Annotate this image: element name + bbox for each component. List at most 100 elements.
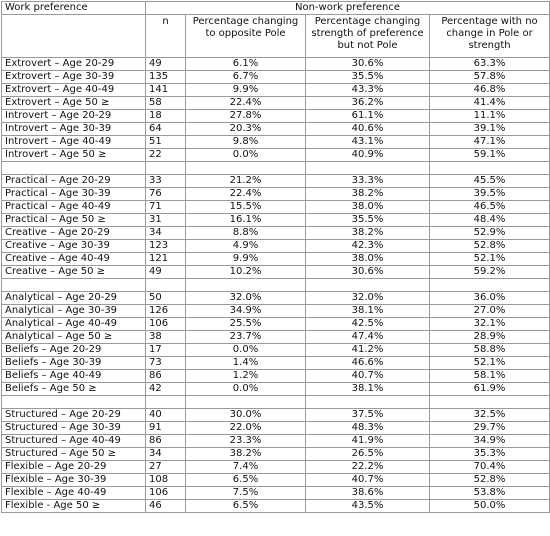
strength-change-cell: 26.5% xyxy=(305,447,430,461)
row-label: Structured – Age 30-39 xyxy=(1,421,146,435)
no-change-cell: 59.2% xyxy=(428,265,550,279)
table-row: Extrovert – Age 20-29 49 6.1% 30.6% 63.3% xyxy=(1,57,550,71)
opposite-pole-cell: 10.2% xyxy=(185,265,306,279)
opposite-pole-cell: 6.5% xyxy=(185,473,306,487)
n-cell: 38 xyxy=(145,330,186,344)
opposite-pole-cell: 0.0% xyxy=(185,382,306,396)
table-body: Extrovert – Age 20-29 49 6.1% 30.6% 63.3% Ext… xyxy=(1,57,550,513)
row-label: Analytical – Age 20-29 xyxy=(1,291,146,305)
table-row: Analytical – Age 30-39 126 34.9% 38.1% 27.0% xyxy=(1,304,550,318)
n-cell: 71 xyxy=(145,200,186,214)
row-label: Structured – Age 50 ≥ xyxy=(1,447,146,461)
opposite-pole-cell: 32.0% xyxy=(185,291,306,305)
no-change-header: Percentage with no change in Pole or str… xyxy=(428,14,550,58)
opposite-pole-cell: 21.2% xyxy=(185,174,306,188)
n-cell: 33 xyxy=(145,174,186,188)
row-label: Extrovert – Age 20-29 xyxy=(1,57,146,71)
spacer-cell xyxy=(305,395,430,409)
opposite-pole-cell: 22.4% xyxy=(185,187,306,201)
strength-change-cell: 48.3% xyxy=(305,421,430,435)
opposite-pole-cell: 7.4% xyxy=(185,460,306,474)
no-change-cell: 32.1% xyxy=(428,317,550,331)
table-row: Practical – Age 40-49 71 15.5% 38.0% 46.5% xyxy=(1,200,550,214)
strength-change-cell: 35.5% xyxy=(305,70,430,84)
row-label: Beliefs – Age 50 ≥ xyxy=(1,382,146,396)
opposite-pole-cell: 25.5% xyxy=(185,317,306,331)
spacer-cell xyxy=(1,395,146,409)
table-row: Creative – Age 30-39 123 4.9% 42.3% 52.8% xyxy=(1,239,550,253)
row-label: Introvert – Age 20-29 xyxy=(1,109,146,123)
row-label: Creative – Age 30-39 xyxy=(1,239,146,253)
strength-change-cell: 47.4% xyxy=(305,330,430,344)
group-spacer-row xyxy=(1,278,550,292)
opposite-pole-cell: 1.2% xyxy=(185,369,306,383)
row-label: Practical – Age 30-39 xyxy=(1,187,146,201)
strength-change-cell: 40.9% xyxy=(305,148,430,162)
table-row: Creative – Age 50 ≥49 10.2% 30.6% 59.2% xyxy=(1,265,550,279)
no-change-cell: 70.4% xyxy=(428,460,550,474)
spacer-cell xyxy=(185,278,306,292)
no-change-cell: 41.4% xyxy=(428,96,550,110)
opposite-pole-cell: 6.1% xyxy=(185,57,306,71)
opposite-pole-cell: 8.8% xyxy=(185,226,306,240)
row-label: Flexible – Age 40-49 xyxy=(1,486,146,500)
strength-change-cell: 46.6% xyxy=(305,356,430,370)
table-row: Practical – Age 50 ≥31 16.1% 35.5% 48.4% xyxy=(1,213,550,227)
strength-change-cell: 38.1% xyxy=(305,382,430,396)
table-row: Introvert – Age 30-39 64 20.3% 40.6% 39.1% xyxy=(1,122,550,136)
n-cell: 73 xyxy=(145,356,186,370)
spacer-cell xyxy=(428,161,550,175)
row-label: Creative – Age 40-49 xyxy=(1,252,146,266)
table-row: Structured – Age 20-29 40 30.0% 37.5% 32.5% xyxy=(1,408,550,422)
n-cell: 76 xyxy=(145,187,186,201)
row-label: Structured – Age 20-29 xyxy=(1,408,146,422)
strength-change-cell: 41.9% xyxy=(305,434,430,448)
table-row: Introvert – Age 50 ≥22 0.0% 40.9% 59.1% xyxy=(1,148,550,162)
n-cell: 58 xyxy=(145,96,186,110)
table-row: Introvert – Age 20-29 18 27.8% 61.1% 11.1% xyxy=(1,109,550,123)
row-label: Introvert – Age 40-49 xyxy=(1,135,146,149)
opposite-pole-cell: 0.0% xyxy=(185,148,306,162)
opposite-pole-header: Percentage changing to opposite Pole xyxy=(185,14,306,58)
n-cell: 121 xyxy=(145,252,186,266)
n-cell: 123 xyxy=(145,239,186,253)
n-cell: 141 xyxy=(145,83,186,97)
n-cell: 51 xyxy=(145,135,186,149)
strength-change-cell: 37.5% xyxy=(305,408,430,422)
row-label: Analytical – Age 50 ≥ xyxy=(1,330,146,344)
no-change-cell: 58.8% xyxy=(428,343,550,357)
group-spacer-row xyxy=(1,161,550,175)
no-change-cell: 11.1% xyxy=(428,109,550,123)
opposite-pole-cell: 9.9% xyxy=(185,252,306,266)
strength-change-cell: 43.3% xyxy=(305,83,430,97)
strength-change-cell: 61.1% xyxy=(305,109,430,123)
table-row: Creative – Age 20-29 34 8.8% 38.2% 52.9% xyxy=(1,226,550,240)
spacer-cell xyxy=(428,395,550,409)
no-change-cell: 34.9% xyxy=(428,434,550,448)
strength-change-cell: 38.6% xyxy=(305,486,430,500)
strength-change-cell: 40.7% xyxy=(305,369,430,383)
n-cell: 34 xyxy=(145,226,186,240)
opposite-pole-cell: 6.7% xyxy=(185,70,306,84)
strength-change-cell: 38.2% xyxy=(305,226,430,240)
no-change-cell: 46.5% xyxy=(428,200,550,214)
non-work-preference-header: Non-work preference xyxy=(144,1,550,15)
row-label: Beliefs – Age 30-39 xyxy=(1,356,146,370)
strength-change-cell: 42.3% xyxy=(305,239,430,253)
table-row: Practical – Age 20-29 33 21.2% 33.3% 45.5% xyxy=(1,174,550,188)
strength-change-cell: 40.6% xyxy=(305,122,430,136)
no-change-cell: 47.1% xyxy=(428,135,550,149)
table-row: Flexible – Age 20-29 27 7.4% 22.2% 70.4% xyxy=(1,460,550,474)
strength-change-cell: 30.6% xyxy=(305,57,430,71)
opposite-pole-cell: 38.2% xyxy=(185,447,306,461)
no-change-cell: 35.3% xyxy=(428,447,550,461)
row-label: Extrovert – Age 40-49 xyxy=(1,83,146,97)
no-change-cell: 52.8% xyxy=(428,473,550,487)
table-row: Flexible - Age 50 ≥46 6.5% 43.5% 50.0% xyxy=(1,499,550,513)
opposite-pole-cell: 34.9% xyxy=(185,304,306,318)
strength-change-cell: 43.1% xyxy=(305,135,430,149)
row-label: Beliefs – Age 40-49 xyxy=(1,369,146,383)
no-change-cell: 52.1% xyxy=(428,252,550,266)
row-label: Introvert – Age 50 ≥ xyxy=(1,148,146,162)
opposite-pole-cell: 20.3% xyxy=(185,122,306,136)
